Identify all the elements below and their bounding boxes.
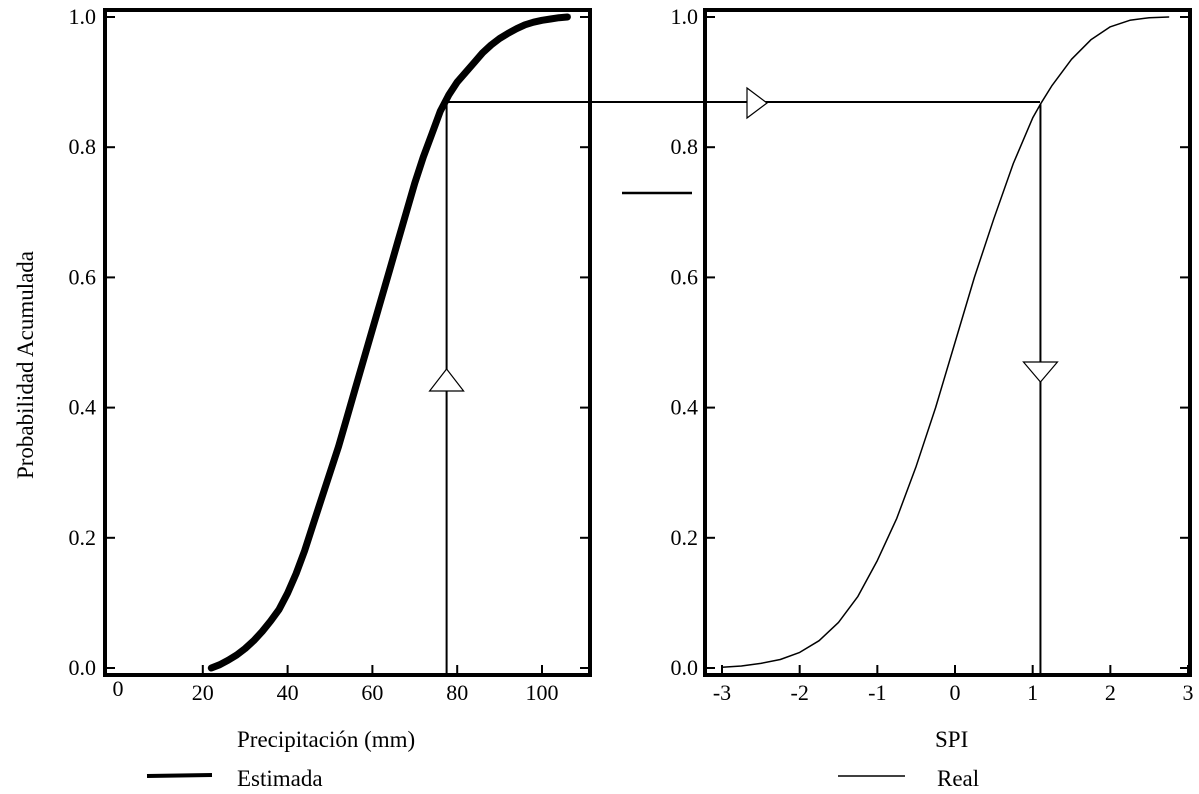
- right-y-tick-label: 1.0: [671, 4, 699, 29]
- left-x-axis-title: Precipitación (mm): [237, 727, 415, 752]
- right-y-tick-label: 0.6: [671, 264, 699, 289]
- down-arrow-icon: [1022, 361, 1059, 383]
- right-guides: [1022, 104, 1059, 675]
- connector: [442, 86, 1040, 195]
- right-arrow-icon: [746, 86, 768, 120]
- left-x-tick-label: 100: [526, 680, 559, 705]
- left-x-tick-label: 60: [361, 680, 383, 705]
- left-y-tick-label: 0.8: [69, 134, 97, 159]
- right-x-tick-label: -3: [713, 680, 731, 705]
- precipitation-panel: 0.0 0.2 0.4 0.6 0.8 1.0 0 20 40 60 80 100 Probabili…: [13, 4, 592, 791]
- left-y-tick-label: 0.6: [69, 264, 97, 289]
- left-y-tick-label: 1.0: [69, 4, 97, 29]
- left-x-tick-label: 40: [277, 680, 299, 705]
- right-series: [721, 16, 1170, 669]
- left-y-tick-label: 0.4: [69, 395, 97, 420]
- right-x-tick-label: 1: [1027, 680, 1038, 705]
- right-series-line: [721, 16, 1170, 669]
- left-ticks: 0.0 0.2 0.4 0.6 0.8 1.0 0 20 40 60 80 100: [69, 4, 590, 705]
- left-series-line: [207, 13, 571, 672]
- left-x-tick-label: 0: [113, 676, 124, 701]
- left-y-tick-label: 0.2: [69, 525, 97, 550]
- right-y-tick-label: 0.0: [671, 655, 699, 680]
- right-y-tick-label: 0.4: [671, 395, 699, 420]
- right-x-tick-label: 3: [1183, 680, 1194, 705]
- legend-right: Real: [838, 766, 979, 791]
- left-plot-frame: [103, 8, 592, 677]
- legend-left-swatch: [146, 773, 213, 778]
- right-x-tick-label: -2: [791, 680, 809, 705]
- spi-panel: 0.0 0.2 0.4 0.6 0.8 1.0 -3 -2 -1 0 1 2 3 SPI Real: [671, 4, 1194, 791]
- right-y-tick-label: 0.2: [671, 525, 699, 550]
- right-x-axis-title: SPI: [935, 727, 968, 752]
- left-series: [207, 13, 571, 672]
- right-plot-frame: [703, 8, 1192, 677]
- legend-left: Estimada: [146, 766, 323, 791]
- left-x-tick-label: 20: [192, 680, 214, 705]
- left-series-outline: [214, 14, 571, 667]
- legend-right-label: Real: [937, 766, 979, 791]
- left-guides: [428, 104, 465, 675]
- left-y-axis-title: Probabilidad Acumulada: [13, 251, 38, 479]
- right-x-tick-label: -1: [868, 680, 886, 705]
- up-arrow-icon: [428, 368, 465, 392]
- right-y-tick-label: 0.8: [671, 134, 699, 159]
- right-x-tick-label: 0: [950, 680, 961, 705]
- right-x-tick-label: 2: [1105, 680, 1116, 705]
- legend-left-label: Estimada: [237, 766, 323, 791]
- left-y-tick-label: 0.0: [69, 655, 97, 680]
- right-ticks: 0.0 0.2 0.4 0.6 0.8 1.0 -3 -2 -1 0 1 2 3: [671, 4, 1194, 705]
- left-x-tick-label: 80: [446, 680, 468, 705]
